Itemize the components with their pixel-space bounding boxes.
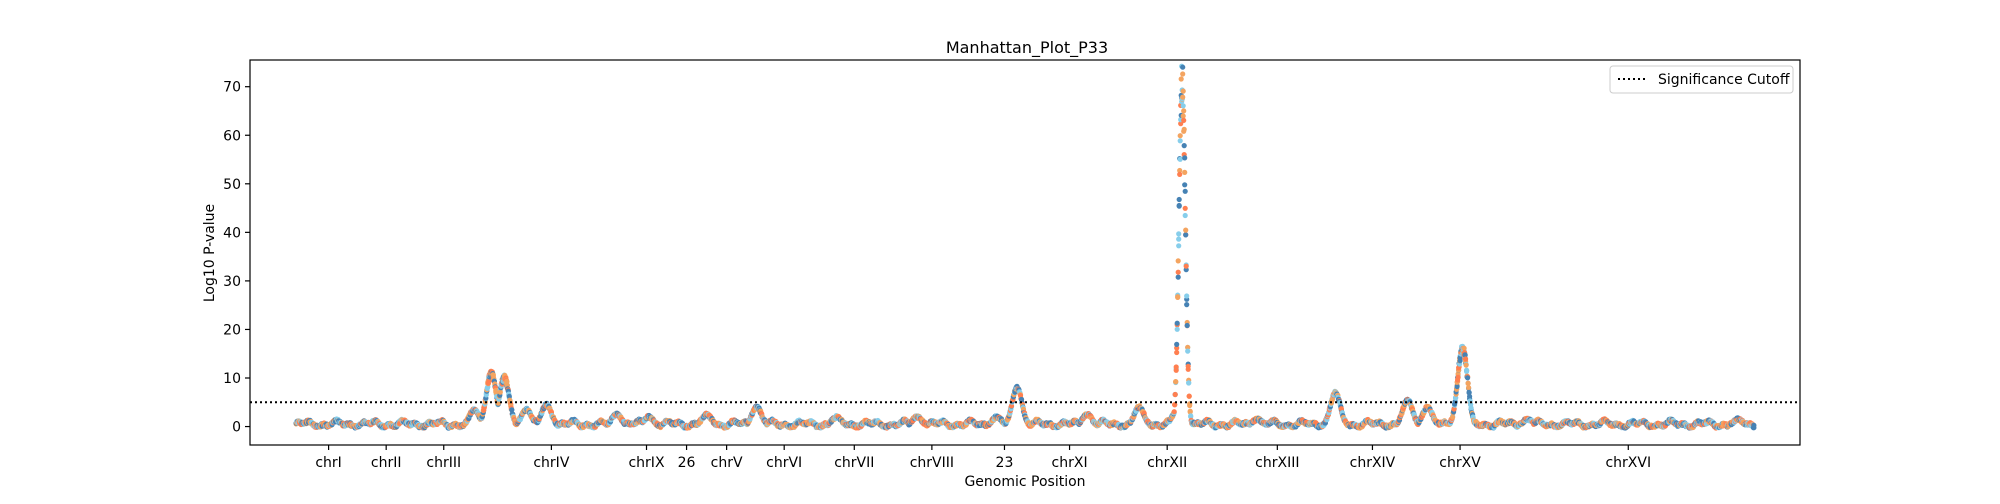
data-point (1176, 231, 1182, 237)
data-point (1187, 408, 1193, 414)
data-point (1186, 380, 1192, 386)
data-point (1187, 402, 1193, 409)
data-point (1182, 169, 1188, 175)
data-point (1461, 345, 1467, 351)
data-point (1176, 196, 1182, 203)
data-point (1183, 232, 1189, 238)
data-point (1181, 108, 1187, 114)
data-point (1182, 188, 1188, 194)
data-point (1185, 366, 1191, 372)
data-point (1174, 320, 1180, 326)
data-point (1173, 364, 1179, 370)
data-point (1463, 362, 1469, 368)
data-point (1464, 367, 1470, 373)
data-point (1184, 302, 1190, 308)
data-point (1181, 117, 1187, 123)
data-point (1181, 143, 1187, 149)
data-points (293, 63, 1757, 431)
data-point (1175, 269, 1181, 275)
data-point (1467, 393, 1473, 400)
data-point (1466, 385, 1472, 391)
data-point (1184, 322, 1190, 329)
data-point (1181, 126, 1187, 132)
data-point (1186, 393, 1192, 399)
data-point (1177, 138, 1183, 144)
data-point (1180, 113, 1186, 119)
data-point (1177, 133, 1183, 139)
data-point (1180, 94, 1186, 100)
data-point (1180, 64, 1186, 70)
data-point (483, 392, 489, 398)
data-point (509, 407, 515, 413)
data-point (1188, 413, 1194, 419)
data-point (506, 393, 512, 399)
data-point (1182, 155, 1188, 161)
data-point (1182, 182, 1188, 188)
data-point (1175, 274, 1181, 280)
data-point (1176, 236, 1182, 242)
data-point (1174, 341, 1180, 347)
data-point (497, 389, 503, 395)
data-point (1185, 348, 1191, 354)
data-point (1174, 326, 1180, 332)
data-point (1183, 227, 1189, 233)
data-point (1180, 103, 1186, 109)
data-point (1455, 374, 1461, 380)
data-point (1171, 409, 1177, 415)
data-point (1175, 258, 1181, 264)
chart-title: Manhattan_Plot_P33 (946, 38, 1108, 58)
data-point (1465, 375, 1471, 381)
data-point (1176, 203, 1182, 209)
data-point (1184, 293, 1190, 299)
data-point (1174, 349, 1180, 356)
data-point (1180, 88, 1186, 94)
data-point (1463, 356, 1469, 362)
data-point (1183, 263, 1189, 269)
data-point (1173, 379, 1179, 385)
data-point (1177, 156, 1183, 162)
data-point (1182, 205, 1188, 211)
data-point (1182, 212, 1188, 219)
data-point (1178, 76, 1184, 82)
data-point (1175, 294, 1181, 300)
data-point (1172, 391, 1178, 398)
data-point (490, 372, 496, 378)
data-point (1177, 171, 1183, 177)
data-point (1180, 71, 1186, 77)
data-point (1176, 243, 1182, 249)
